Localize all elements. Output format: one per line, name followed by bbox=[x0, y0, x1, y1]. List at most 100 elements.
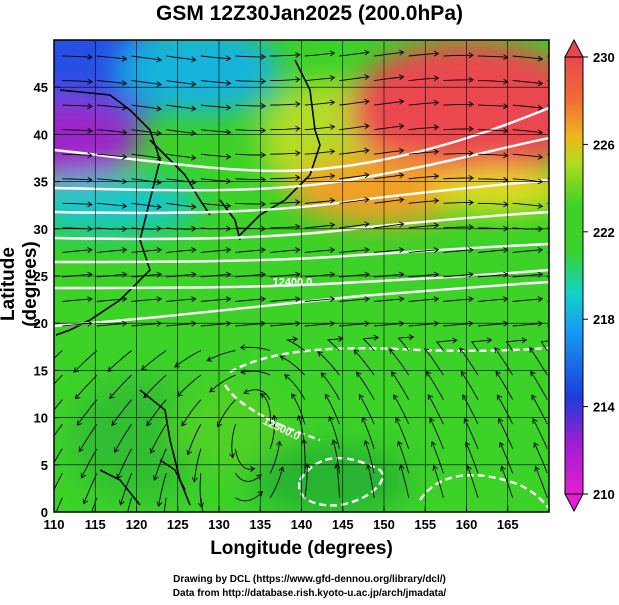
streamline bbox=[397, 336, 414, 351]
streamline-arrowhead bbox=[284, 374, 290, 380]
streamline-arrowhead bbox=[427, 394, 433, 401]
x-tick-label: 150 bbox=[373, 517, 395, 532]
streamline-arrowhead bbox=[191, 203, 197, 210]
streamline-arrowhead bbox=[391, 371, 397, 377]
coastlines bbox=[55, 59, 321, 506]
streamline-arrowhead bbox=[239, 344, 246, 351]
streamline-arrowhead bbox=[433, 75, 440, 82]
streamline bbox=[62, 202, 92, 206]
streamline bbox=[304, 298, 335, 302]
streamline bbox=[206, 350, 236, 362]
streamline-arrowhead bbox=[295, 125, 301, 132]
streamline-arrowhead bbox=[356, 371, 362, 378]
streamline bbox=[96, 129, 127, 134]
streamline bbox=[200, 129, 231, 133]
streamline bbox=[443, 128, 474, 131]
streamline bbox=[374, 322, 404, 327]
streamline-arrowhead bbox=[463, 417, 469, 424]
streamline bbox=[54, 448, 63, 464]
streamline-arrowhead bbox=[73, 367, 79, 373]
streamline-arrowhead bbox=[468, 76, 474, 83]
streamline-arrowhead bbox=[329, 99, 336, 106]
colorbar-top-arrow bbox=[564, 38, 584, 58]
streamline bbox=[477, 104, 508, 107]
streamline bbox=[62, 273, 92, 278]
streamline-arrowhead bbox=[496, 394, 503, 401]
streamline bbox=[200, 80, 231, 84]
streamline-arrowhead bbox=[156, 247, 163, 253]
streamline bbox=[427, 394, 444, 425]
streamline-arrowhead bbox=[78, 446, 84, 453]
streamline-arrowhead bbox=[74, 393, 81, 400]
streamline-arrowhead bbox=[468, 175, 474, 181]
streamline-arrowhead bbox=[364, 296, 370, 303]
y-axis: 0 5 10 15 20 25 30 35 40 45 bbox=[34, 80, 60, 520]
streamline-arrowhead bbox=[87, 78, 93, 85]
streamline-arrowhead bbox=[398, 221, 405, 228]
streamline bbox=[443, 273, 474, 278]
streamline bbox=[328, 416, 340, 449]
streamline bbox=[339, 149, 369, 155]
streamline-arrowhead bbox=[260, 296, 266, 303]
streamline bbox=[512, 153, 543, 158]
streamline bbox=[512, 55, 543, 60]
streamline-arrowhead bbox=[225, 80, 232, 87]
streamline bbox=[270, 273, 300, 278]
streamline bbox=[512, 104, 543, 109]
streamline-arrowhead bbox=[295, 101, 301, 108]
streamline-arrowhead bbox=[364, 98, 370, 105]
streamline-arrowhead bbox=[156, 81, 162, 88]
streamline bbox=[374, 273, 404, 278]
streamline bbox=[91, 497, 98, 512]
streamline bbox=[460, 371, 479, 400]
streamline-arrowhead bbox=[399, 247, 405, 253]
streamline bbox=[235, 491, 263, 502]
streamline-arrowhead bbox=[191, 130, 197, 137]
streamline-arrowhead bbox=[530, 370, 536, 377]
streamline-arrowhead bbox=[537, 153, 544, 160]
x-tick-label: 125 bbox=[167, 517, 189, 532]
streamline bbox=[217, 399, 236, 427]
streamline-arrowhead bbox=[466, 465, 472, 472]
streamline bbox=[200, 249, 231, 253]
streamline bbox=[200, 322, 231, 327]
streamline-arrowhead bbox=[48, 498, 53, 503]
streamline bbox=[505, 339, 527, 351]
streamline bbox=[465, 442, 479, 474]
streamline-arrowhead bbox=[209, 387, 215, 393]
streamline-arrowhead bbox=[373, 334, 380, 341]
streamline bbox=[114, 423, 132, 453]
streamline bbox=[166, 104, 196, 110]
streamline bbox=[512, 227, 543, 230]
streamline bbox=[374, 223, 404, 229]
streamline bbox=[119, 473, 133, 505]
streamline-arrowhead bbox=[260, 53, 267, 60]
streamline-arrowhead bbox=[256, 474, 262, 480]
streamline bbox=[477, 178, 508, 181]
streamline bbox=[408, 249, 439, 253]
streamline bbox=[166, 322, 196, 327]
streamline-arrowhead bbox=[331, 439, 338, 446]
streamline-arrowhead bbox=[537, 104, 544, 111]
streamline-arrowhead bbox=[191, 56, 197, 63]
streamline-arrowhead bbox=[521, 337, 528, 344]
streamline-arrowhead bbox=[114, 447, 120, 453]
streamline bbox=[62, 104, 92, 107]
streamline-arrowhead bbox=[557, 338, 562, 343]
streamline-arrowhead bbox=[537, 55, 544, 62]
streamline bbox=[166, 273, 196, 278]
streamline bbox=[291, 393, 306, 425]
streamline bbox=[540, 340, 549, 351]
streamline bbox=[512, 298, 543, 302]
streamline bbox=[269, 441, 281, 474]
streamline bbox=[62, 178, 92, 181]
streamline bbox=[54, 399, 63, 411]
streamline-arrowhead bbox=[191, 477, 198, 483]
streamline-arrowhead bbox=[191, 296, 197, 303]
streamline bbox=[304, 322, 335, 327]
streamline-arrowhead bbox=[295, 174, 301, 181]
streamline-arrowhead bbox=[82, 498, 89, 505]
streamline-arrowhead bbox=[225, 153, 232, 160]
streamline-arrowhead bbox=[537, 202, 544, 209]
y-tick-label: 10 bbox=[34, 411, 48, 426]
